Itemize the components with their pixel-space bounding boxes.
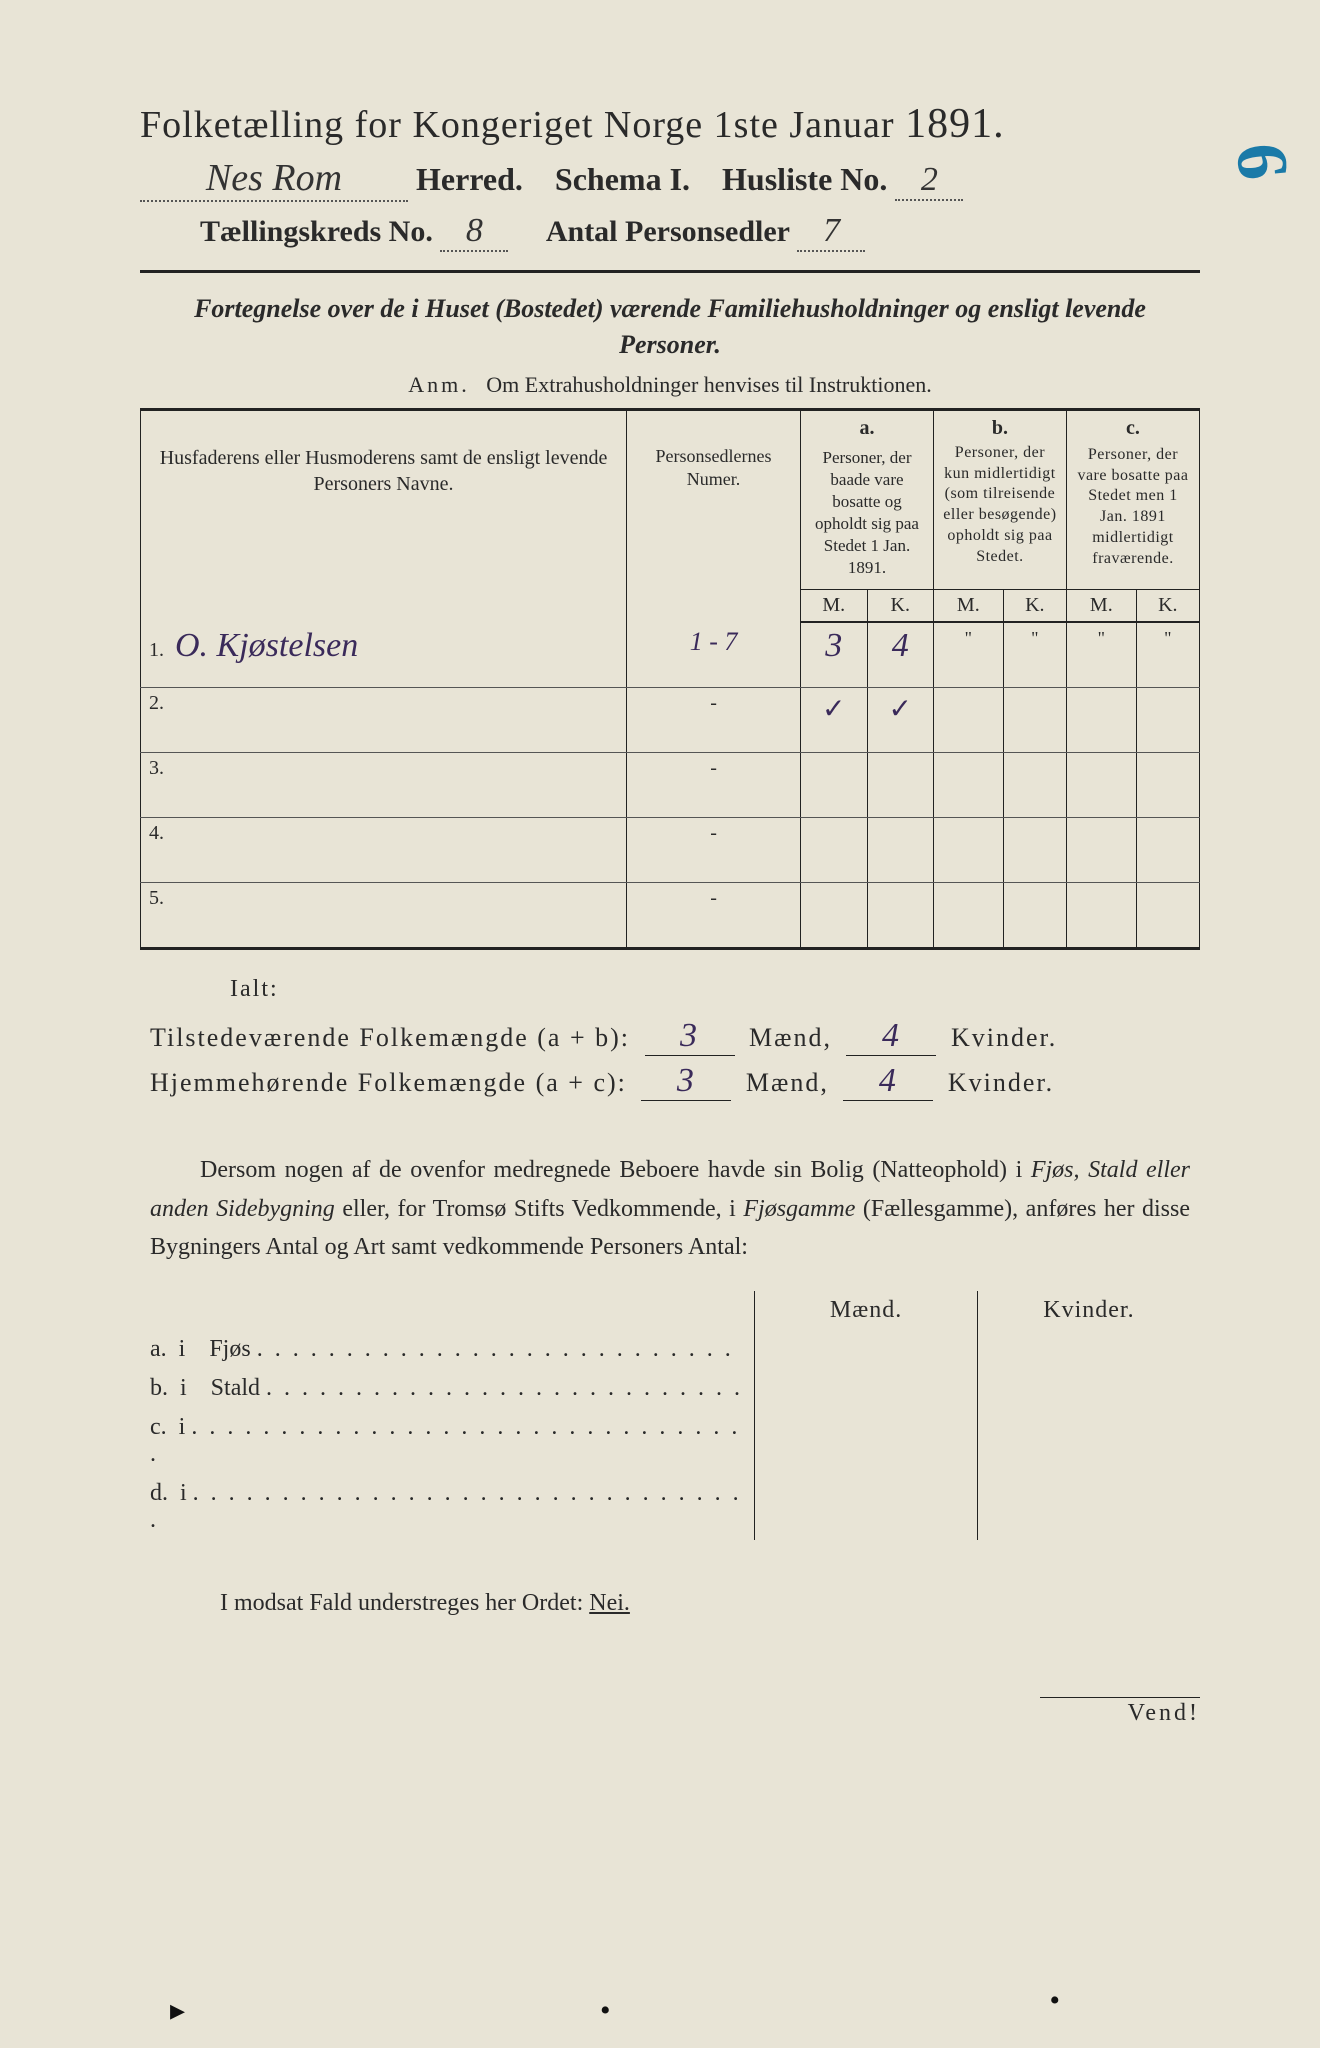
census-form-page: 6 Folketælling for Kongeriget Norge 1ste… — [0, 0, 1320, 1787]
building-col-maend: Mænd. — [755, 1291, 978, 1330]
building-row: d. i . . . . . . . . . . . . . . . . . .… — [140, 1474, 1200, 1540]
col-header-numer: Personsedlernes Numer. — [627, 409, 801, 623]
schema-label: Schema I. — [555, 161, 690, 197]
kreds-value: 8 — [440, 212, 508, 252]
entry-numer: 1 - 7 — [690, 627, 738, 656]
table-row: 5. - — [141, 883, 1200, 949]
instruction-paragraph: Dersom nogen af de ovenfor medregnede Be… — [150, 1151, 1190, 1266]
checkmark-icon: ✓ — [888, 694, 911, 725]
anm-label: Anm. — [408, 372, 470, 397]
entry-bk: " — [1031, 628, 1038, 648]
header-line-herred: Nes Rom Herred. Schema I. Husliste No. 2 — [140, 156, 1200, 202]
nei-underlined: Nei. — [589, 1590, 630, 1616]
building-row: c. i . . . . . . . . . . . . . . . . . .… — [140, 1408, 1200, 1474]
table-row: 1. O. Kjøstelsen 1 - 7 3 4 " " " " — [141, 623, 1200, 688]
entry-bm: " — [965, 628, 972, 648]
table-row: 3. - — [141, 753, 1200, 818]
closing-line: I modsat Fald understreges her Ordet: Ne… — [220, 1590, 1200, 1617]
totals-present: Tilstedeværende Folkemængde (a + b): 3 M… — [150, 1017, 1200, 1056]
col-header-name: Husfaderens eller Husmoderens samt de en… — [141, 409, 627, 623]
household-table: Husfaderens eller Husmoderens samt de en… — [140, 408, 1200, 951]
title-year: 1891. — [905, 101, 1005, 147]
col-header-b: b. Personer, der kun midlertidigt (som t… — [933, 409, 1066, 590]
antal-label: Antal Personsedler — [546, 215, 790, 248]
form-subtitle: Fortegnelse over de i Huset (Bostedet) v… — [140, 291, 1200, 364]
entry-ak: 4 — [892, 627, 909, 664]
checkmark-icon: ✓ — [822, 694, 845, 725]
col-header-a: a. Personer, der baade vare bosatte og o… — [801, 409, 934, 590]
divider-rule — [140, 270, 1200, 273]
col-c-m: M. — [1066, 590, 1136, 623]
total-women-ac: 4 — [843, 1062, 933, 1101]
scan-artifact: • — [600, 1994, 611, 2028]
title-text: Folketælling for Kongeriget Norge 1ste J… — [140, 104, 895, 146]
total-men-ab: 3 — [645, 1017, 735, 1056]
page-number-annotation: 6 — [1219, 140, 1305, 183]
herred-value: Nes Rom — [140, 156, 408, 202]
col-a-m: M. — [801, 590, 867, 623]
kreds-label: Tællingskreds No. — [200, 215, 433, 248]
entry-ck: " — [1164, 628, 1171, 648]
col-b-k: K. — [1003, 590, 1066, 623]
table-row: 2. - ✓ ✓ — [141, 688, 1200, 753]
total-women-ab: 4 — [846, 1017, 936, 1056]
col-b-m: M. — [933, 590, 1003, 623]
main-title: Folketælling for Kongeriget Norge 1ste J… — [140, 100, 1200, 148]
entry-am: 3 — [825, 627, 842, 664]
building-row: b. i Stald . . . . . . . . . . . . . . .… — [140, 1369, 1200, 1408]
building-table: Mænd. Kvinder. a. i Fjøs . . . . . . . .… — [140, 1291, 1200, 1540]
col-c-k: K. — [1136, 590, 1199, 623]
herred-label: Herred. — [416, 161, 523, 197]
husliste-value: 2 — [895, 161, 963, 201]
header-line-kreds: Tællingskreds No. 8 Antal Personsedler 7 — [140, 212, 1200, 252]
col-header-c: c. Personer, der vare bosatte paa Stedet… — [1066, 409, 1199, 590]
annotation-line: Anm. Om Extrahusholdninger henvises til … — [140, 372, 1200, 398]
husliste-label: Husliste No. — [722, 161, 887, 197]
entry-name: O. Kjøstelsen — [175, 627, 358, 664]
table-row: 4. - — [141, 818, 1200, 883]
totals-resident: Hjemmehørende Folkemængde (a + c): 3 Mæn… — [150, 1062, 1200, 1101]
building-col-kvinder: Kvinder. — [977, 1291, 1200, 1330]
turn-over-label: Vend! — [1040, 1697, 1200, 1727]
ialt-label: Ialt: — [230, 976, 1200, 1003]
antal-value: 7 — [797, 212, 865, 252]
total-men-ac: 3 — [641, 1062, 731, 1101]
col-a-k: K. — [867, 590, 933, 623]
scan-artifact: • — [1049, 1984, 1060, 2018]
entry-cm: " — [1098, 628, 1105, 648]
scan-artifact: ▸ — [170, 1993, 185, 2028]
anm-text: Om Extrahusholdninger henvises til Instr… — [486, 372, 931, 397]
building-row: a. i Fjøs . . . . . . . . . . . . . . . … — [140, 1330, 1200, 1369]
